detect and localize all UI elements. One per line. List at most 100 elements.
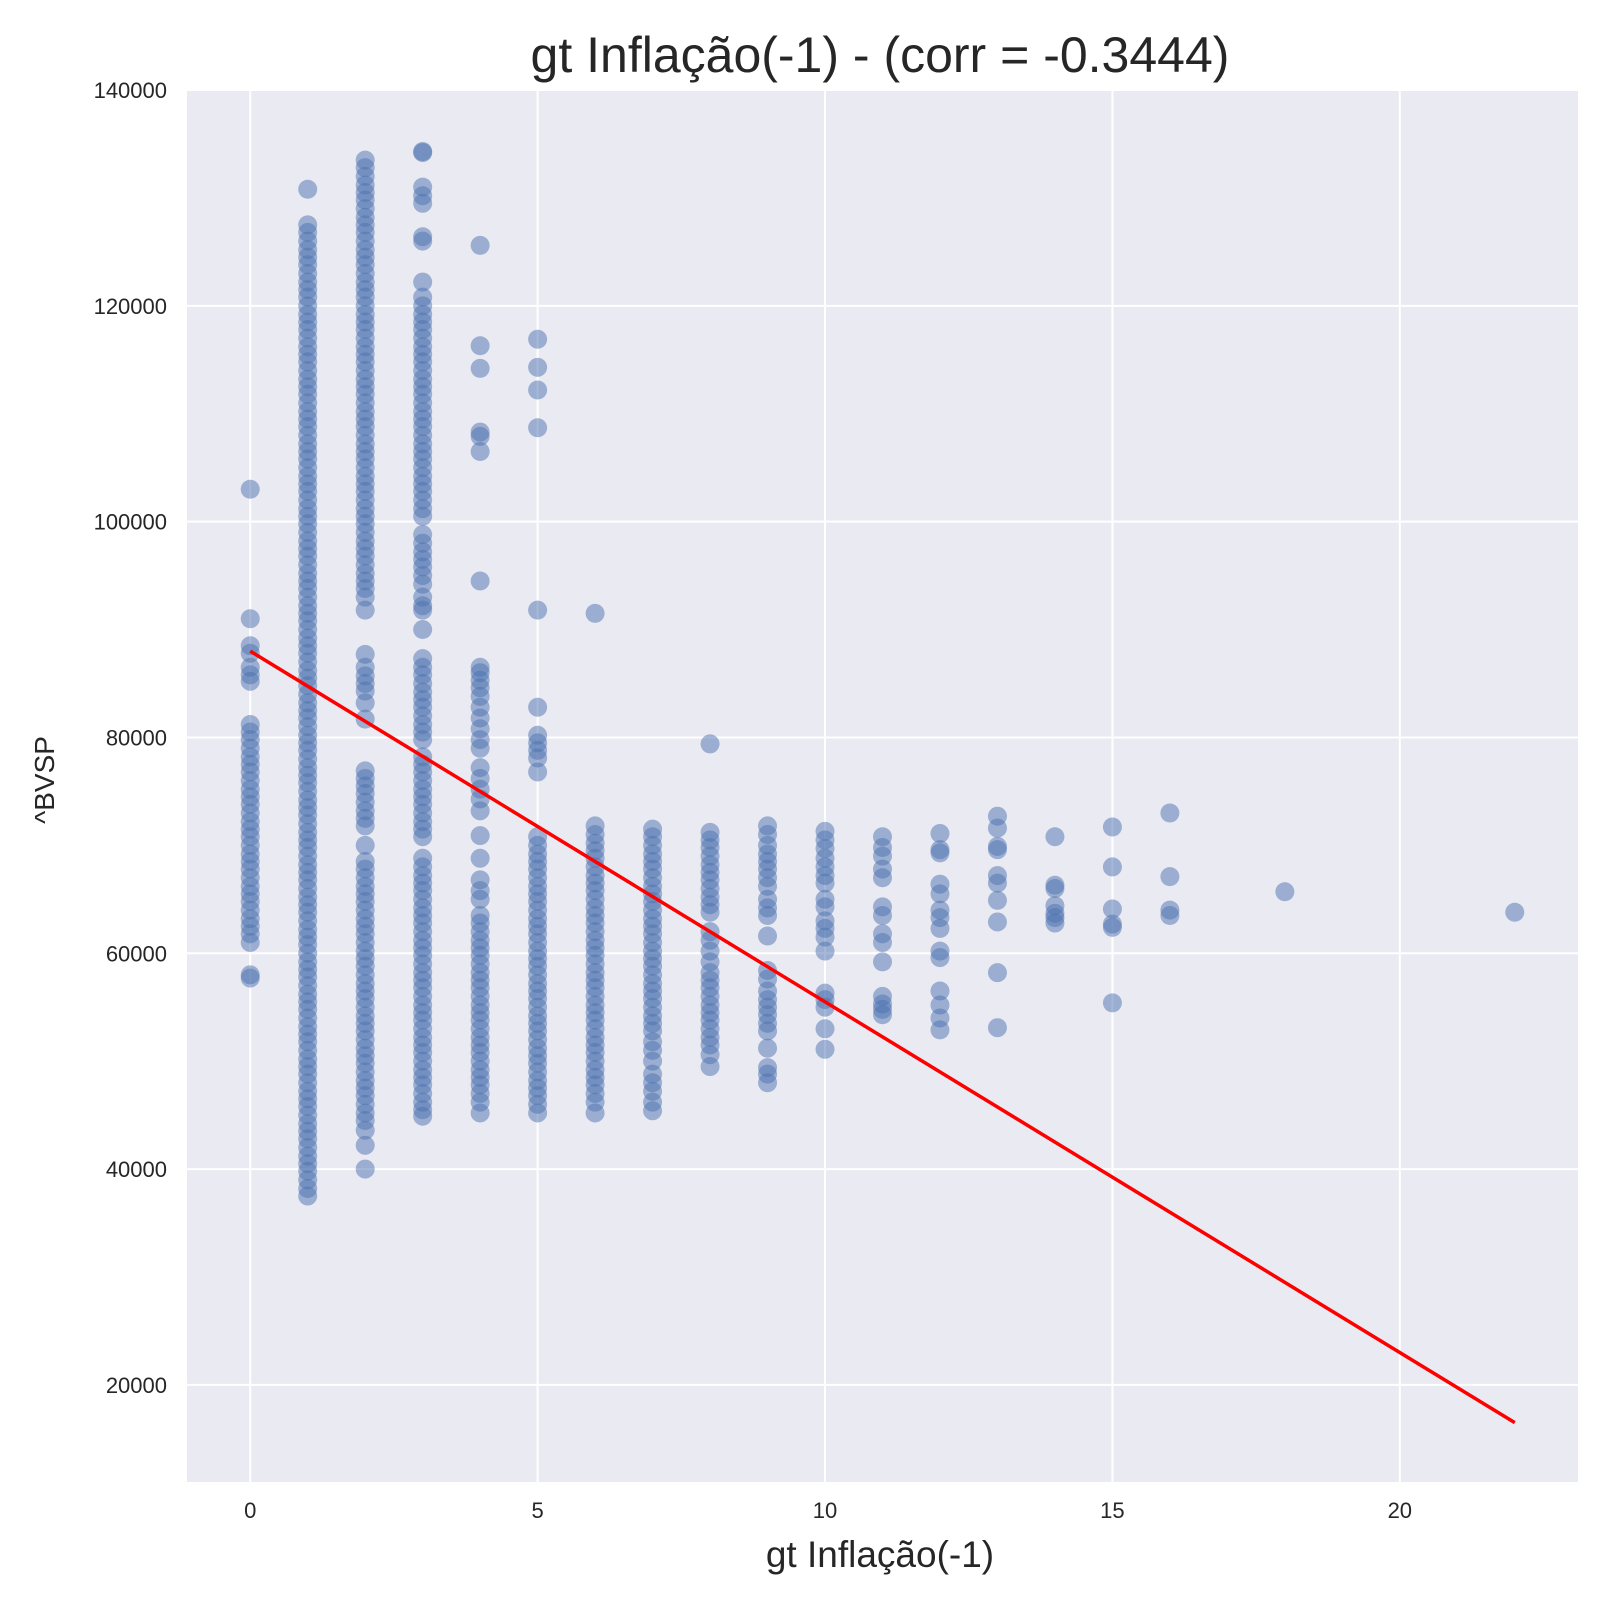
scatter-point	[987, 818, 1007, 838]
scatter-point	[355, 693, 375, 713]
scatter-point	[700, 1057, 720, 1077]
scatter-point	[873, 1005, 892, 1025]
y-tick-label: 40000	[106, 1157, 167, 1182]
scatter-points	[240, 142, 1525, 1206]
scatter-point	[815, 1039, 835, 1059]
scatter-point	[700, 734, 720, 754]
scatter-point	[815, 897, 835, 917]
scatter-point	[413, 1106, 433, 1126]
scatter-point	[470, 826, 490, 846]
scatter-point	[240, 671, 260, 691]
scatter-point	[987, 963, 1007, 983]
x-tick-label: 0	[244, 1498, 256, 1523]
scatter-point	[1275, 882, 1295, 902]
scatter-point	[528, 762, 548, 782]
scatter-point	[528, 329, 548, 349]
scatter-point	[758, 1021, 778, 1041]
scatter-point	[528, 748, 548, 768]
scatter-point	[815, 927, 835, 947]
y-tick-label: 140000	[94, 78, 167, 103]
scatter-point	[470, 235, 490, 255]
scatter-point	[470, 848, 490, 868]
scatter-point	[528, 357, 548, 377]
scatter-point	[873, 868, 892, 888]
scatter-point	[470, 738, 490, 758]
regression-line-group	[249, 649, 1516, 1425]
scatter-point	[815, 997, 835, 1017]
scatter-point	[987, 840, 1007, 860]
y-tick-label: 60000	[106, 941, 167, 966]
scatter-point	[1160, 803, 1180, 823]
scatter-point	[930, 948, 950, 968]
regression-line	[249, 649, 1516, 1425]
x-axis-label: gt Inflação(-1)	[766, 1534, 994, 1575]
scatter-point	[470, 336, 490, 356]
scatter-point	[815, 873, 835, 893]
scatter-point	[930, 981, 950, 1001]
scatter-point	[758, 926, 778, 946]
scatter-point	[355, 816, 375, 836]
scatter-point	[355, 835, 375, 855]
scatter-point	[470, 1103, 490, 1123]
y-tick-labels: 20000 40000 60000 80000 100000 120000 140000	[94, 78, 167, 1398]
scatter-point	[355, 1159, 375, 1179]
scatter-point	[1102, 817, 1122, 837]
y-tick-label: 120000	[94, 294, 167, 319]
scatter-point	[470, 358, 490, 378]
scatter-point	[758, 1073, 778, 1093]
scatter-point	[528, 697, 548, 717]
scatter-point	[1102, 917, 1122, 937]
scatter-point	[355, 1120, 375, 1140]
scatter-point	[873, 905, 892, 925]
scatter-point	[1045, 913, 1065, 933]
x-tick-label: 15	[1100, 1498, 1124, 1523]
scatter-point	[930, 1020, 950, 1040]
scatter-point	[528, 380, 548, 400]
x-tick-labels: 0 5 10 15 20	[244, 1498, 1412, 1523]
scatter-point	[413, 827, 433, 847]
scatter-point	[355, 600, 375, 620]
scatter-point	[1045, 879, 1065, 899]
scatter-point	[470, 889, 490, 909]
scatter-point	[758, 1038, 778, 1058]
scatter-point	[1160, 905, 1180, 925]
scatter-point	[585, 1103, 605, 1123]
scatter-point	[240, 479, 260, 499]
scatter-point	[298, 1186, 318, 1206]
scatter-point	[470, 801, 490, 821]
scatter-point	[413, 272, 433, 292]
scatter-point	[528, 1103, 548, 1123]
scatter-point	[413, 193, 433, 213]
scatter-point	[873, 952, 892, 972]
scatter-point	[240, 609, 260, 629]
scatter-point	[1505, 902, 1525, 922]
scatter-point	[873, 932, 892, 952]
scatter-point	[413, 231, 433, 251]
scatter-point	[758, 905, 778, 925]
y-tick-label: 80000	[106, 725, 167, 750]
scatter-point	[700, 902, 720, 922]
scatter-point	[470, 441, 490, 461]
scatter-point	[987, 1018, 1007, 1038]
y-tick-label: 100000	[94, 510, 167, 535]
scatter-point	[528, 418, 548, 438]
scatter-point	[987, 890, 1007, 910]
x-tick-label: 5	[531, 1498, 543, 1523]
scatter-point	[930, 843, 950, 863]
y-tick-label: 20000	[106, 1373, 167, 1398]
scatter-point	[1102, 857, 1122, 877]
scatter-point	[240, 968, 260, 988]
scatter-point	[413, 600, 433, 620]
scatter-point	[930, 884, 950, 904]
scatter-point	[1102, 993, 1122, 1013]
scatter-point	[585, 603, 605, 623]
scatter-point	[470, 571, 490, 591]
scatter-point	[240, 643, 260, 663]
scatter-point	[298, 179, 318, 199]
scatter-point	[643, 1101, 663, 1121]
plot-background	[187, 90, 1578, 1482]
scatter-point	[815, 1019, 835, 1039]
scatter-point	[1102, 899, 1122, 919]
